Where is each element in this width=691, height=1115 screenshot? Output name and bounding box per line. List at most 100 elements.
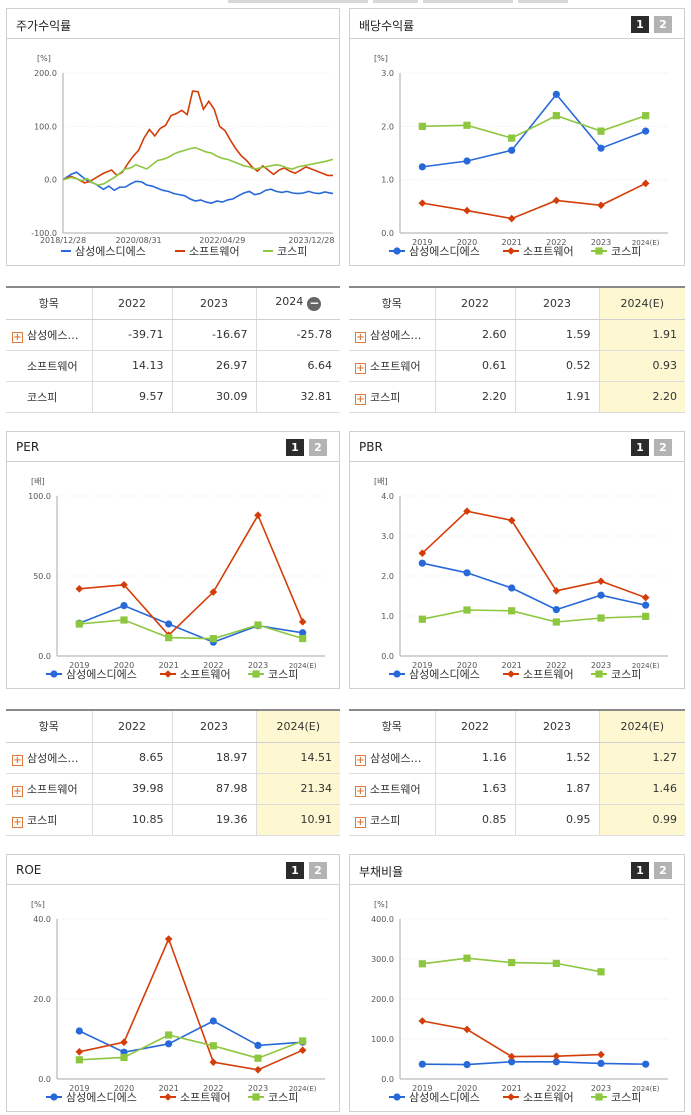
data-point-square: [508, 959, 516, 967]
chart-tab-1[interactable]: 1: [286, 439, 304, 456]
expand-icon[interactable]: +: [355, 362, 366, 374]
x-tick-label: 2021: [501, 661, 521, 670]
table-cell: -25.78: [255, 319, 340, 351]
data-point-circle: [299, 629, 307, 637]
expand-icon[interactable]: +: [12, 331, 23, 343]
data-point-diamond: [507, 247, 515, 255]
data-point-square: [463, 606, 471, 614]
x-tick-label: 2021: [501, 1084, 521, 1093]
table-header: 항목: [6, 709, 92, 743]
series-line: [421, 510, 646, 599]
x-tick-label: 2019: [412, 1084, 432, 1093]
x-tick-label: 2019: [412, 661, 432, 670]
data-point-diamond: [463, 206, 471, 215]
data-point-diamond: [597, 201, 605, 210]
data-point-circle: [508, 1058, 516, 1066]
chart-tab-2[interactable]: 2: [654, 439, 672, 456]
x-tick-label: 2019: [412, 238, 432, 247]
x-tick-label: 2022: [546, 238, 566, 247]
row-name: 소프트웨어: [6, 350, 92, 382]
data-point-circle: [597, 144, 605, 152]
chart-tab-2[interactable]: 2: [309, 439, 327, 456]
data-point-diamond: [597, 577, 605, 585]
table-cell: 0.52: [514, 350, 599, 382]
data-point-square: [209, 1042, 217, 1050]
row-name: + 코스피: [6, 804, 92, 836]
series-line: [79, 604, 303, 644]
expand-icon[interactable]: +: [355, 754, 366, 766]
expand-icon[interactable]: +: [355, 331, 366, 343]
per-table: 항목 2022 2023 2024(E) + 삼성에스… 8.65 18.97 14.51 + 소프…: [6, 709, 340, 836]
data-point-circle: [642, 1060, 650, 1068]
panel-title: 주가수익률: [16, 19, 72, 33]
chart-tab-1[interactable]: 1: [631, 16, 649, 33]
chart-tab-1[interactable]: 1: [631, 439, 649, 456]
table-header: 2022: [91, 709, 172, 743]
data-point-diamond: [507, 1093, 515, 1101]
table-header: 2022: [91, 286, 172, 320]
data-point-diamond: [75, 585, 84, 593]
table-cell: 1.91: [598, 319, 685, 351]
legend-label: 코스피: [277, 245, 307, 258]
top-tab-bar: [518, 0, 568, 3]
data-point-square: [642, 112, 650, 120]
x-tick-label: 2019: [69, 1084, 89, 1093]
chart-tab-2[interactable]: 2: [654, 862, 672, 879]
expand-icon[interactable]: +: [355, 393, 366, 405]
data-point-diamond: [418, 199, 427, 207]
data-point-diamond: [641, 179, 650, 188]
data-point-circle: [393, 1093, 401, 1101]
x-tick-label: 2022: [203, 661, 223, 670]
y-axis-unit: [%]: [37, 54, 51, 63]
data-point-square: [597, 968, 605, 976]
chart-tab-1[interactable]: 1: [286, 862, 304, 879]
data-point-square: [597, 127, 605, 135]
expand-icon[interactable]: +: [355, 816, 366, 828]
table-header: 항목: [349, 286, 435, 320]
y-tick-label: -100.0: [31, 229, 57, 238]
collapse-icon[interactable]: −: [307, 296, 322, 312]
data-point-diamond: [552, 1052, 561, 1060]
table-header: 2024(E): [255, 709, 340, 743]
chart-tab-2[interactable]: 2: [654, 16, 672, 33]
x-tick-label: 2020: [457, 661, 477, 670]
data-point-diamond: [507, 1052, 516, 1061]
data-point-circle: [508, 584, 516, 592]
table-cell: 2.20: [434, 381, 515, 413]
pbr-chart: [배] 4.0 3.0 2.0 1.0 0.0 2019 2020 2021 2022 2023 20…: [374, 477, 668, 681]
data-point-square: [75, 620, 83, 628]
data-point-square: [299, 1037, 307, 1045]
expand-icon[interactable]: +: [12, 816, 23, 828]
table-cell: 32.81: [255, 381, 340, 413]
expand-icon[interactable]: +: [12, 785, 23, 797]
data-point-diamond: [552, 587, 561, 595]
chart-tab-2[interactable]: 2: [309, 862, 327, 879]
table-cell: 1.87: [514, 773, 599, 805]
debt-ratio-chart: [%] 400.0 300.0 200.0 100.0 0.0 2019 2020 2021 20…: [371, 900, 668, 1104]
dividend-yield-panel: 배당수익률 1 2 [%] 3.0 2.0 1.0 0.0 2019 2020 2021 202…: [349, 8, 685, 266]
data-point-diamond: [75, 1048, 84, 1056]
table-cell: 0.61: [434, 350, 515, 382]
x-tick-label: 2023: [248, 661, 268, 670]
top-tab-bar: [373, 0, 418, 3]
data-point-circle: [120, 602, 128, 610]
table-row: + 소프트웨어 0.61 0.52 0.93: [349, 350, 685, 382]
row-name: + 삼성에스…: [349, 742, 435, 774]
y-tick-label: 100.0: [371, 1035, 394, 1044]
y-tick-label: 0.0: [38, 1075, 51, 1084]
x-tick-label: 2024(E): [289, 1085, 317, 1093]
expand-icon[interactable]: +: [12, 754, 23, 766]
chart-tab-1[interactable]: 1: [631, 862, 649, 879]
panel-title: 부채비율: [359, 865, 404, 879]
data-point-diamond: [507, 670, 515, 678]
table-cell: 0.85: [434, 804, 515, 836]
data-point-circle: [642, 601, 650, 609]
roe-chart: [%] 40.0 20.0 0.0 2019 2020 2021 2022 2023 2024(E…: [31, 900, 325, 1104]
expand-icon[interactable]: +: [355, 785, 366, 797]
data-point-circle: [165, 620, 173, 628]
table-cell: 39.98: [91, 773, 172, 805]
x-tick-label: 2022: [546, 1084, 566, 1093]
row-name: + 삼성에스…: [6, 319, 92, 351]
roe-panel: ROE 1 2 [%] 40.0 20.0 0.0 2019 2020 2021 2022 20…: [6, 854, 340, 1112]
table-row: + 코스피 2.20 1.91 2.20: [349, 381, 685, 413]
